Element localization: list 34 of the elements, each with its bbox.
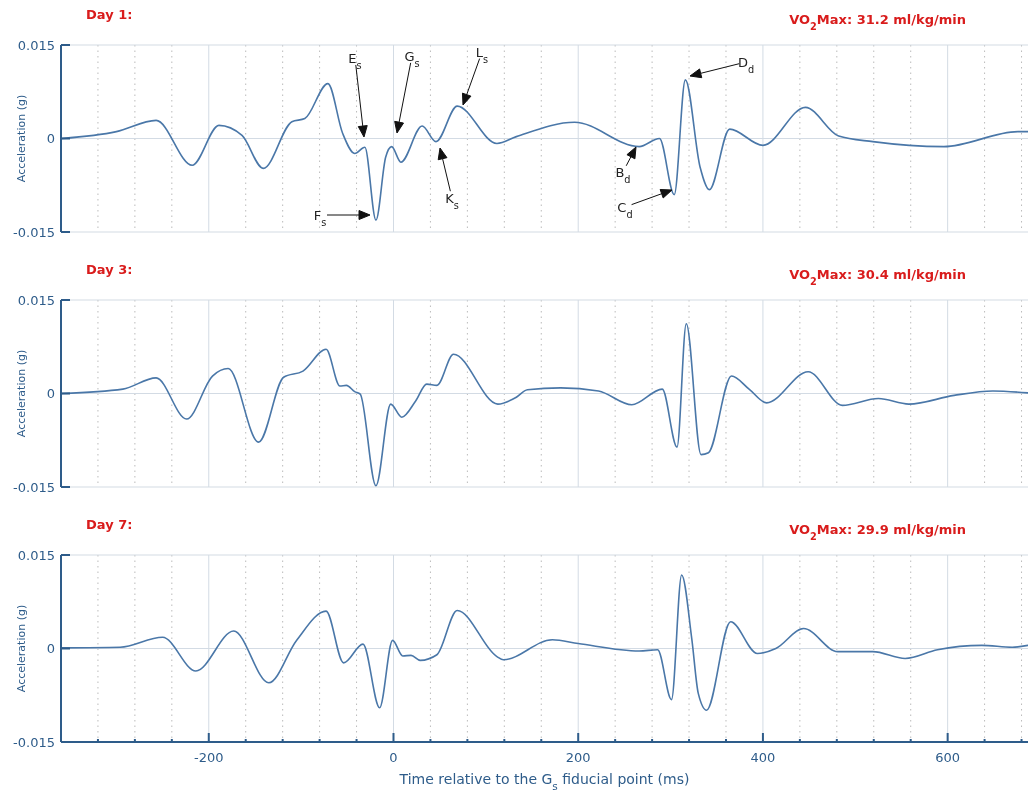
y-tick-label: 0 xyxy=(46,641,55,657)
annotation: K$_{s}$ xyxy=(445,190,459,211)
x-tick-label: -200 xyxy=(194,750,224,765)
annotation: C$_{d}$ xyxy=(617,199,633,220)
y-tick-label: -0.015 xyxy=(13,479,55,495)
y-tick-label: 0.015 xyxy=(17,547,55,563)
x-tick-label: 0 xyxy=(389,750,398,765)
x-tick-label: 200 xyxy=(565,750,591,765)
annotation: D$_{d}$ xyxy=(737,54,755,75)
annotation: B$_{d}$ xyxy=(615,164,631,185)
y-tick-label: 0.015 xyxy=(17,292,55,308)
chart-title: Day 7: xyxy=(86,517,133,532)
chart-title: Day 1: xyxy=(86,7,133,22)
line-series xyxy=(61,79,1028,221)
chart-subtitle: VO$_{2}$Max: 31.2 ml/kg/min xyxy=(789,12,966,32)
y-tick-label: 0 xyxy=(46,131,55,147)
y-tick-label: -0.015 xyxy=(13,224,55,240)
y-axis-title: Acceleration (g) xyxy=(15,94,28,183)
y-tick-label: 0.015 xyxy=(17,37,55,53)
x-axis-title: Time relative to the G$_{s}$ fiducial point (ms) xyxy=(398,771,690,792)
y-axis-title: Acceleration (g) xyxy=(15,604,28,693)
chart-title: Day 3: xyxy=(86,262,133,277)
chart-subtitle: VO$_{2}$Max: 29.9 ml/kg/min xyxy=(789,522,966,542)
chart-subtitle: VO$_{2}$Max: 30.4 ml/kg/min xyxy=(789,267,966,287)
x-tick-label: 400 xyxy=(750,750,776,765)
y-tick-label: 0 xyxy=(46,386,55,402)
y-axis-title: Acceleration (g) xyxy=(15,349,28,438)
annotation: E$_{s}$ xyxy=(348,50,362,71)
x-tick-label: 600 xyxy=(935,750,961,765)
annotation: L$_{s}$ xyxy=(475,44,489,65)
annotation: F$_{s}$ xyxy=(313,207,327,228)
annotation: G$_{s}$ xyxy=(404,48,420,69)
y-tick-label: -0.015 xyxy=(13,734,55,750)
line-series xyxy=(61,574,1028,712)
